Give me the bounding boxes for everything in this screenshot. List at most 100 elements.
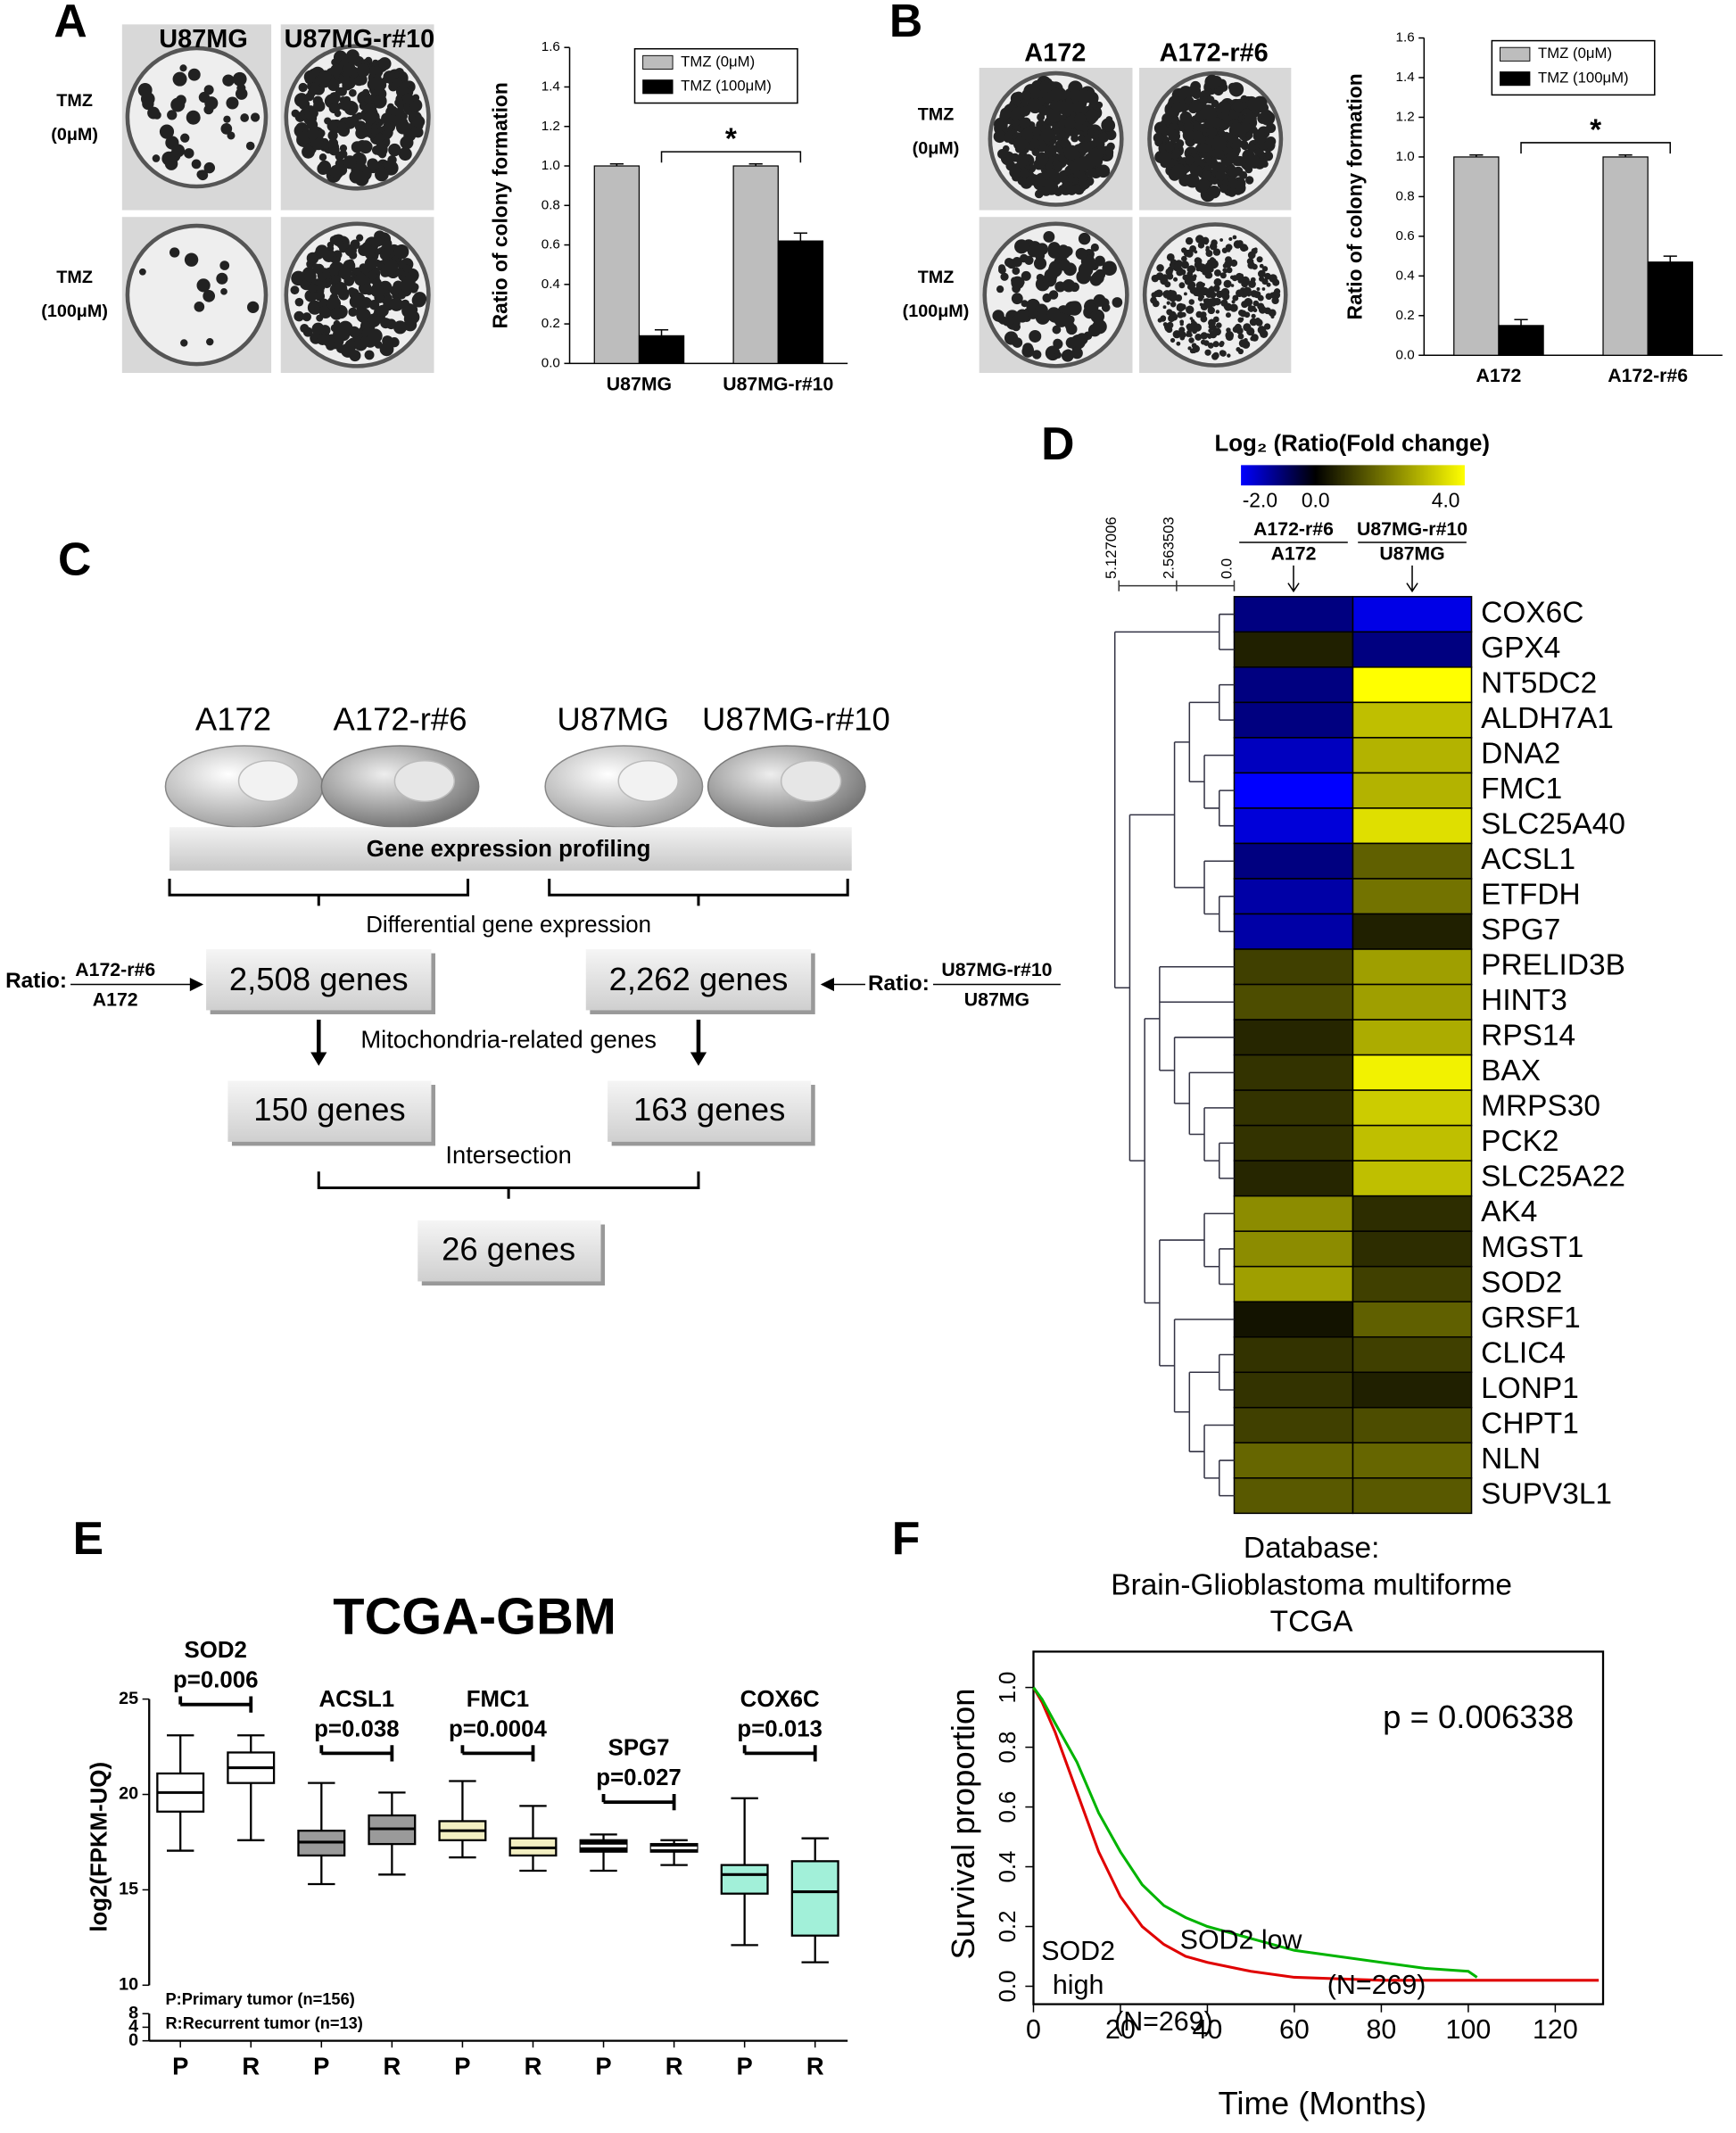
colony	[1231, 300, 1236, 304]
row-label: BAX	[1481, 1054, 1541, 1087]
row-label: SLC25A40	[1481, 808, 1625, 841]
heatmap-cell	[1352, 1160, 1473, 1197]
colony	[1055, 134, 1063, 142]
image-column-label: U87MG	[159, 25, 247, 54]
error-bar	[793, 232, 807, 242]
heatmap-cell	[1233, 1160, 1354, 1197]
colony	[203, 161, 216, 174]
significance-bracket	[1520, 142, 1672, 154]
significance-label: *	[1590, 114, 1601, 147]
colony	[1012, 337, 1023, 348]
colony	[400, 136, 414, 150]
colony	[1059, 137, 1070, 148]
colony	[167, 110, 178, 120]
colony	[340, 64, 353, 78]
colony	[1046, 168, 1058, 179]
colony	[1219, 350, 1226, 357]
image-row-label: (0μM)	[913, 138, 960, 158]
colony	[332, 235, 340, 242]
brace	[168, 878, 849, 906]
colony	[1190, 275, 1197, 282]
colony	[1257, 326, 1267, 335]
significance-label: *	[725, 123, 737, 156]
colony	[302, 312, 312, 322]
heatmap-cell	[1352, 1371, 1473, 1409]
colony	[1221, 247, 1228, 253]
colony	[1185, 236, 1194, 245]
colony	[1036, 273, 1045, 282]
y-tick-label: 1.2	[1396, 109, 1415, 124]
y-tick-label: 1.4	[1396, 70, 1415, 85]
colony	[1215, 169, 1227, 181]
heatmap-cell	[1233, 1477, 1354, 1515]
colony	[347, 54, 358, 65]
heatmap-cell	[1233, 1124, 1354, 1162]
heatmap-cell	[1352, 1230, 1473, 1268]
colony	[1228, 168, 1237, 178]
colony	[335, 164, 348, 176]
y-tick-label: 0	[128, 2030, 138, 2050]
column-label: A172	[1271, 542, 1317, 564]
colony	[1243, 245, 1249, 252]
whisker	[237, 1782, 265, 1841]
colony	[368, 328, 383, 343]
colony	[1266, 326, 1270, 330]
heatmap-cell	[1352, 1265, 1473, 1302]
whisker	[519, 1805, 547, 1839]
row-label: SPG7	[1481, 914, 1560, 947]
whisker	[449, 1780, 476, 1822]
y-tick-label: 0.2	[541, 316, 560, 331]
heatmap-cell	[1352, 596, 1473, 633]
colony	[1205, 262, 1212, 269]
colony	[310, 84, 321, 95]
whisker	[590, 1851, 617, 1873]
survival-curve	[1032, 1686, 1478, 1979]
heatmap-cell	[1352, 1407, 1473, 1444]
colony	[1194, 260, 1203, 269]
colony	[324, 117, 332, 125]
colony	[1182, 274, 1189, 281]
row-label: MRPS30	[1481, 1090, 1600, 1123]
legend-swatch	[642, 79, 674, 95]
colony	[1223, 279, 1232, 288]
whisker	[237, 1734, 265, 1753]
colony	[1209, 243, 1218, 251]
colony	[997, 148, 1008, 160]
panel-label: D	[1041, 418, 1074, 469]
colony	[1225, 331, 1235, 340]
colony	[1238, 339, 1248, 348]
colony	[1200, 332, 1208, 340]
y-tick-label: 10	[119, 1975, 138, 1995]
colony	[1159, 124, 1168, 134]
colony	[298, 82, 308, 93]
bar	[1602, 156, 1649, 356]
heatmap-cell	[1233, 948, 1354, 986]
colony	[1235, 323, 1242, 331]
error-bar	[609, 163, 624, 167]
colony	[1205, 301, 1213, 309]
colony	[354, 171, 369, 186]
colony	[1069, 83, 1079, 93]
colony	[1170, 117, 1178, 124]
heatmap-cell	[1233, 1054, 1354, 1091]
colony	[381, 112, 393, 125]
colony	[1071, 134, 1079, 143]
colony	[364, 112, 376, 125]
annotation: (N=269)	[1327, 1970, 1426, 2000]
colony	[1205, 116, 1220, 131]
image-row-label: TMZ	[56, 91, 93, 111]
color-tick-label: 0.0	[1302, 488, 1330, 511]
colony	[1230, 284, 1235, 287]
colony	[362, 88, 370, 96]
heatmap-cell	[1352, 631, 1473, 668]
colony	[1259, 263, 1264, 269]
colony	[1047, 242, 1061, 254]
colony	[1207, 95, 1215, 103]
colony	[1012, 257, 1022, 268]
row-label: NLN	[1481, 1443, 1541, 1476]
colony	[1010, 153, 1020, 162]
gene-box	[608, 1080, 812, 1142]
colony	[1189, 99, 1203, 112]
colony	[170, 97, 186, 112]
colony	[996, 285, 1004, 293]
